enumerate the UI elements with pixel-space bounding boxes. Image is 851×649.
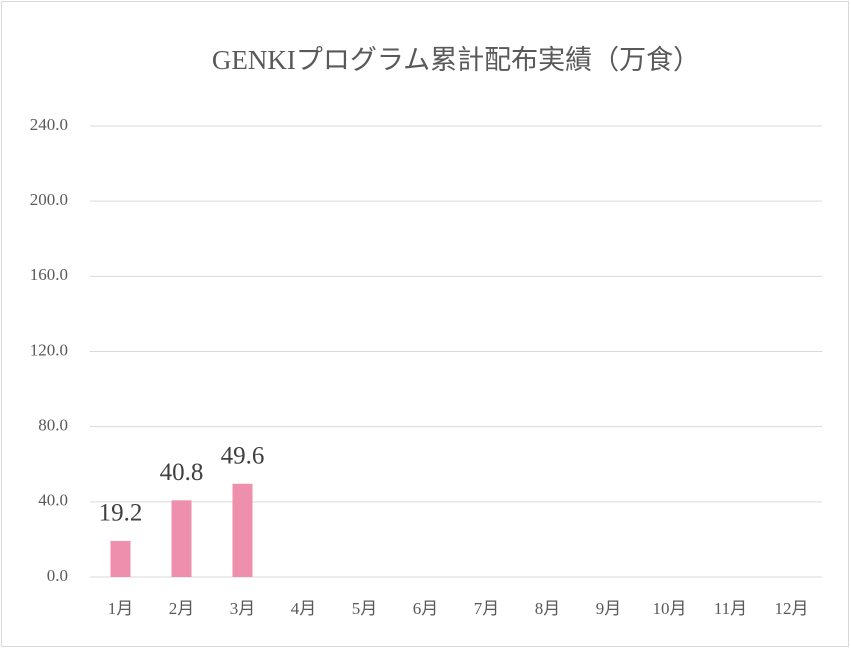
y-tick-label: 120.0 xyxy=(30,340,68,359)
x-tick-label: 7月 xyxy=(474,599,500,618)
x-tick-label: 5月 xyxy=(352,599,378,618)
x-tick-label: 4月 xyxy=(291,599,317,618)
x-tick-label: 9月 xyxy=(596,599,622,618)
bar xyxy=(110,540,131,577)
x-tick-label: 2月 xyxy=(169,599,195,618)
y-tick-label: 80.0 xyxy=(38,416,68,435)
data-label: 40.8 xyxy=(160,459,204,486)
y-tick-label: 200.0 xyxy=(30,190,68,209)
y-tick-label: 40.0 xyxy=(38,491,68,510)
x-tick-label: 12月 xyxy=(775,599,809,618)
y-tick-label: 160.0 xyxy=(30,265,68,284)
data-label: 19.2 xyxy=(99,500,143,527)
x-tick-label: 10月 xyxy=(653,599,687,618)
data-label: 49.6 xyxy=(221,443,265,470)
x-tick-label: 3月 xyxy=(230,599,256,618)
x-tick-label: 8月 xyxy=(535,599,561,618)
chart-title: GENKIプログラム累計配布実績（万食） xyxy=(212,45,700,75)
bar xyxy=(171,500,192,577)
y-tick-label: 0.0 xyxy=(47,566,68,585)
x-tick-label: 6月 xyxy=(413,599,439,618)
bar xyxy=(232,483,253,577)
y-tick-label: 240.0 xyxy=(30,115,68,134)
x-tick-label: 1月 xyxy=(108,599,134,618)
x-tick-label: 11月 xyxy=(714,599,747,618)
